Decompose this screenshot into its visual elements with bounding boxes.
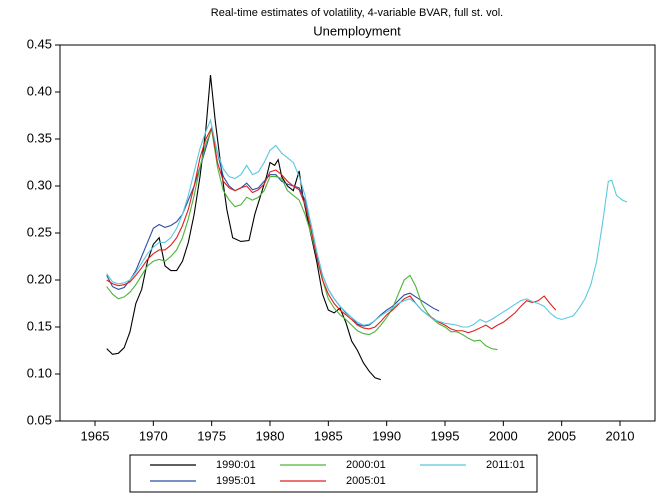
x-tick-label: 1985 [314, 428, 343, 443]
y-tick-label: 0.45 [27, 36, 52, 51]
series-line [106, 118, 628, 328]
y-tick-label: 0.20 [27, 271, 52, 286]
y-tick-label: 0.35 [27, 130, 52, 145]
legend-label: 1990:01 [216, 459, 256, 471]
chart-subtitle: Unemployment [313, 23, 401, 38]
x-tick-label: 1975 [197, 428, 226, 443]
legend-label: 2000:01 [346, 459, 386, 471]
y-tick-label: 0.05 [27, 412, 52, 427]
y-tick-label: 0.10 [27, 365, 52, 380]
x-tick-label: 2000 [489, 428, 518, 443]
legend-label: 2011:01 [486, 459, 525, 471]
y-tick-label: 0.15 [27, 318, 52, 333]
series-line [106, 127, 440, 327]
x-tick-label: 1990 [372, 428, 401, 443]
plot-frame [59, 44, 656, 422]
y-tick-label: 0.25 [27, 224, 52, 239]
series-line [106, 126, 557, 334]
y-tick-label: 0.30 [27, 177, 52, 192]
legend-label: 1995:01 [216, 475, 256, 487]
x-tick-label: 2010 [606, 428, 635, 443]
x-tick-label: 1980 [256, 428, 285, 443]
series-line [106, 127, 498, 351]
chart-title: Real-time estimates of volatility, 4-var… [211, 7, 503, 19]
y-tick-label: 0.40 [27, 83, 52, 98]
x-tick-label: 1995 [431, 428, 460, 443]
series-line [106, 75, 381, 381]
x-tick-label: 2005 [547, 428, 576, 443]
x-tick-label: 1965 [81, 428, 110, 443]
legend-label: 2005:01 [346, 475, 386, 487]
legend-box [129, 454, 538, 493]
x-tick-label: 1970 [139, 428, 168, 443]
